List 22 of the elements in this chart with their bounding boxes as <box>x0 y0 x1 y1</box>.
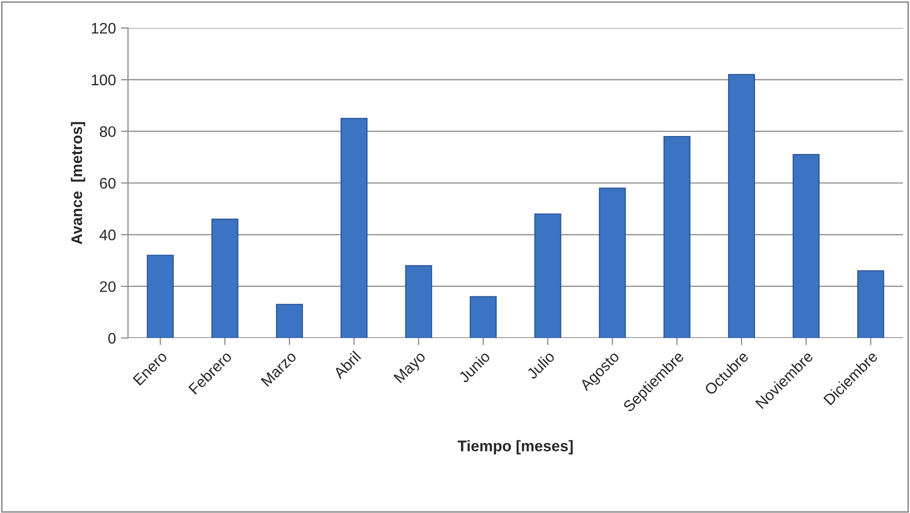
bar <box>405 265 432 338</box>
y-tick-label: 100 <box>92 74 116 86</box>
bar <box>340 118 368 338</box>
bar <box>792 154 820 338</box>
bar <box>663 136 690 338</box>
x-axis-title: Tiempo [meses] <box>458 440 573 454</box>
y-tick-label: 120 <box>92 22 116 34</box>
bar <box>211 218 238 338</box>
bar <box>470 296 497 338</box>
bar <box>728 74 756 338</box>
bar <box>276 304 303 338</box>
y-tick-label: 60 <box>100 178 116 189</box>
y-axis-title: Avance [metros] <box>70 122 86 244</box>
y-tick-label: 80 <box>100 126 116 138</box>
bar <box>598 188 626 338</box>
x-tick-label: Julio <box>526 350 556 380</box>
y-tick-label: 0 <box>108 332 116 344</box>
bar <box>146 254 174 338</box>
bar <box>857 270 884 338</box>
y-tick-label: 40 <box>100 230 116 240</box>
y-tick-label: 20 <box>100 281 116 292</box>
bar <box>534 213 562 338</box>
